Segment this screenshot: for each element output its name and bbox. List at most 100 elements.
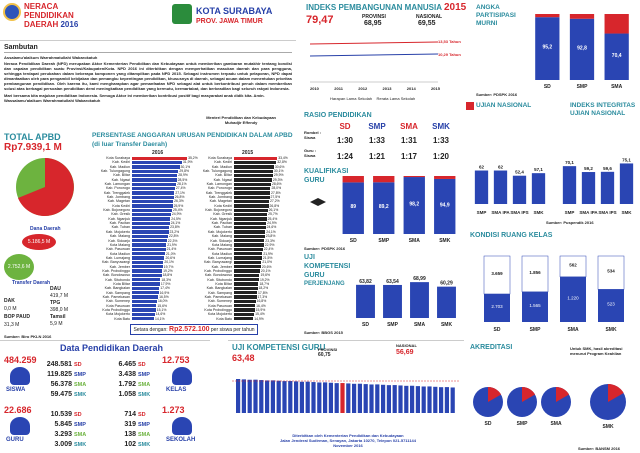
persentase-row-label: Kab. Pacitan [109, 221, 130, 226]
persentase-bar-2015 [234, 256, 262, 260]
persentase-row-label-2015: Kab. Ponorogo [208, 186, 232, 191]
persentase-row-label-2015: Kab. Pasuruan [208, 247, 232, 252]
persentase-value-2015: 26,8% [269, 203, 280, 208]
siswa-total: 484.259 [4, 355, 37, 365]
kondisi-value-baik: 1.565 [529, 303, 541, 308]
persentase-row-label: Kab. Mojokerto [105, 229, 130, 234]
bar-sma [604, 33, 629, 80]
siswa-row-label: SMK [74, 392, 87, 398]
kondisi-category: SMP [530, 327, 542, 333]
persentase-row-label-2015: Kota Malang [211, 242, 232, 247]
persentase-row-label-2015: Kab. Probolinggo [204, 268, 232, 273]
ukg-main-bar [375, 384, 380, 413]
persentase-value-2016: 20,6% [165, 255, 176, 260]
persentase-bar-2015 [234, 160, 277, 165]
persentase-value-2015: 21,0% [262, 260, 272, 265]
ukg-main-bar [381, 384, 386, 413]
persentase-bar-2015 [234, 291, 258, 295]
bar-sma-ips [512, 175, 527, 204]
bar-value-label: 59,6 [603, 166, 612, 171]
bar-remainder [342, 176, 364, 183]
ukg-main-bar [328, 382, 333, 413]
persentase-value-2016: 28,9% [178, 173, 188, 178]
persentase-value-2016: 16,9% [159, 290, 170, 295]
persentase-bar-2016 [132, 247, 166, 251]
kualifikasi-panel: KUALIFIKASI GURU 89 SD 89,2 SMP 98,2 SMA 94,9 S… [300, 168, 464, 252]
persentase-bar-2016 [132, 273, 162, 278]
persentase-value-2016: 23,8% [170, 225, 180, 230]
persentase-row-label: Kab. Ponorogo [106, 186, 130, 191]
persentase-bar-2016 [132, 299, 157, 304]
persentase-value-2015: 28,0% [271, 186, 282, 191]
persentase-bar-2015 [234, 269, 260, 273]
persentase-bar-2016 [132, 308, 156, 312]
ukg-main-bar [363, 384, 368, 413]
persentase-row-label-2015: Kab. Malang [211, 234, 232, 239]
persentase-row-label-2015: Kab. Nganjuk [210, 216, 232, 221]
persentase-bar-2015 [234, 308, 255, 312]
bar-sd [535, 17, 560, 80]
persentase-bar-2016 [132, 186, 175, 191]
kualifikasi-title-1: KUALIFIKASI [304, 168, 349, 175]
sekolah-row-label: SD [138, 412, 146, 418]
header-title: NERACA PENDIDIKAN DAERAH 2016 [24, 2, 78, 29]
persentase-row-label-2015: Kab. Blitar [215, 173, 232, 178]
persentase-row-label: Kab. Malang [109, 234, 130, 239]
sekolah-row-value: 138 [124, 431, 136, 438]
bar-sma-ipa [493, 170, 508, 204]
bar-value-label: 57,1 [534, 167, 543, 172]
persentase-bar-2016 [132, 239, 167, 243]
ipm-years: 2010 2011 2012 2013 2014 2015 [310, 86, 440, 91]
persentase-row-label: Kab. Bangkalan [104, 286, 130, 291]
persentase-value-2015: 24,1% [266, 229, 276, 234]
dana-daerah-label: Dana Daerah [30, 226, 61, 232]
bar-category-label: SMA [611, 84, 623, 90]
ukg-main-bar [294, 381, 299, 413]
ipm-nas-label: NASIONAL [416, 14, 443, 20]
un-chart: 62 SMP 62 SMA IPA 52,4 SMA IPS 57,1 SMK [474, 165, 546, 215]
persentase-row-label: Kota Probolinggo [102, 307, 130, 312]
persentase-value-2015: 29,9% [273, 173, 284, 178]
ukg-main-bar [346, 383, 351, 413]
persentase-row-label: Kota Kediri [112, 203, 130, 208]
sambutan-sign-name: Muhadjir Effendy [224, 120, 258, 125]
bar-smk [434, 178, 456, 234]
persentase-row-label-2015: Kota Surabaya [208, 156, 232, 160]
persentase-value-2015: 30,1% [273, 169, 284, 174]
ukg-main-title: UJI KOMPETENSI GURU [232, 343, 326, 352]
kondisi-chart: 2.703 3.659 SD 1.565 1.856 SMP 1.220 562 SMA 523 5… [483, 255, 625, 333]
bar-smp [383, 284, 402, 318]
persentase-value-2015: 19,2% [259, 277, 270, 282]
persentase-bar-2015 [234, 234, 265, 238]
bar-category-label: SD [544, 84, 551, 90]
ministry-logo [3, 3, 21, 21]
ukg-main-bar [386, 385, 391, 413]
bar-smk [619, 163, 634, 204]
publisher-line-1: Diterbitkan oleh Kementerian Pendidikan … [292, 433, 404, 438]
guru-row-label: SMP [74, 422, 86, 428]
bar-value-label: 60,29 [440, 281, 453, 287]
persentase-value-2016: 19,2% [163, 268, 173, 273]
persentase-bar-2016 [132, 304, 157, 308]
persentase-value-2015: 25,7% [268, 212, 278, 217]
persentase-bar-2015 [234, 260, 262, 265]
persentase-bar-2015 [234, 243, 264, 247]
ipm-line-chart [309, 41, 439, 83]
rasio-rombel-value: 1:33 [432, 136, 449, 145]
persentase-bar-2015 [234, 212, 268, 217]
bar-smk [531, 173, 546, 204]
ukg-main-bar [433, 386, 438, 413]
persentase-bar-2016 [132, 260, 164, 265]
persentase-row-label-2015: Kota Batu [216, 316, 232, 321]
ukg-main-bar [369, 384, 374, 413]
header-year: 2016 [60, 20, 79, 29]
persentase-row-label: Kab. Jombang [106, 195, 130, 200]
persentase-row-label-2015: Kab. Bangkalan [206, 286, 232, 291]
rasio-panel: RASIO PENDIDIKAN Rombel : Siswa Guru : S… [300, 110, 465, 166]
bar-category-label: SD [350, 238, 357, 244]
persentase-bar-2016 [132, 286, 160, 291]
kualifikasi-source: Sumber: PDSPK 2016 [304, 246, 346, 251]
kualifikasi-chart: 89 SD 89,2 SMP 98,2 SMA 94,9 SMK [342, 176, 456, 244]
persentase-value-2016: 25,9% [173, 203, 184, 208]
persentase-row-label: Kab. Pasuruan [106, 247, 130, 252]
